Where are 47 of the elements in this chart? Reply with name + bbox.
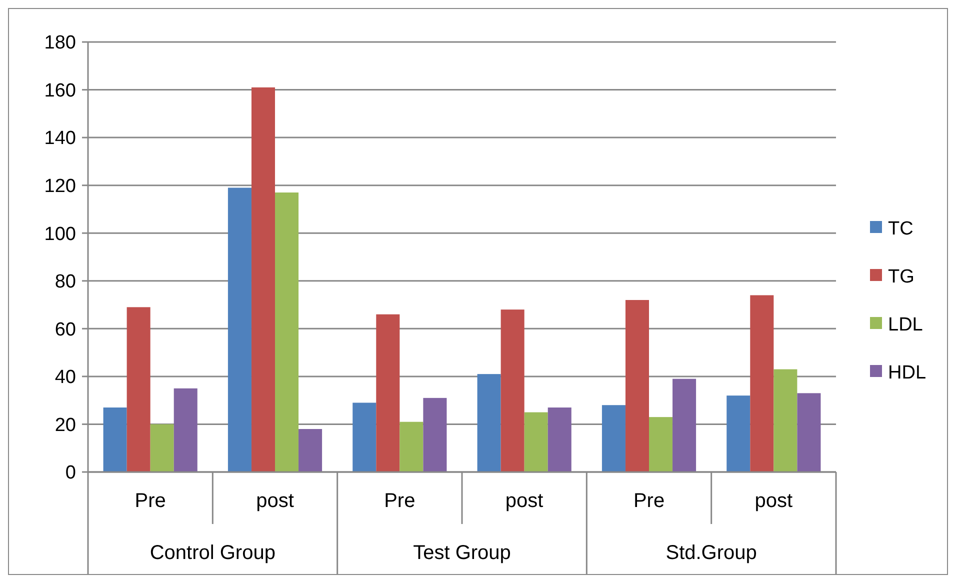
y-tick-label: 0	[65, 462, 76, 484]
bar	[103, 408, 127, 472]
bar	[672, 378, 696, 472]
x-tick-label: post	[505, 490, 544, 512]
bar	[524, 412, 548, 472]
bar	[649, 417, 673, 472]
x-tick-label: Pre	[633, 490, 665, 512]
text: Std.Group	[666, 542, 757, 564]
bar	[602, 405, 626, 472]
bar	[400, 422, 424, 472]
bar	[376, 314, 400, 472]
bar	[774, 369, 798, 472]
bar	[500, 310, 524, 472]
bar	[126, 307, 150, 472]
bar	[228, 188, 252, 472]
text: Control Group	[150, 542, 276, 564]
y-tick-label: 120	[44, 176, 76, 197]
x-tick-label: Pre	[134, 490, 166, 512]
bar	[352, 402, 376, 472]
bar	[797, 393, 821, 472]
y-tick-label: 80	[54, 272, 76, 293]
y-tick-label: 100	[44, 224, 76, 245]
bar	[174, 388, 198, 472]
y-tick-label: 140	[44, 128, 76, 150]
bar	[251, 87, 275, 472]
bar	[423, 398, 447, 472]
legend-label: TC	[888, 218, 914, 240]
x-tick-label: post	[754, 490, 794, 512]
y-tick-label: 20	[54, 414, 76, 436]
legend-label: TG	[888, 266, 914, 288]
y-tick-label: 60	[54, 319, 76, 340]
bar	[726, 396, 750, 472]
y-tick-label: 40	[54, 367, 76, 388]
text: Test Group	[413, 542, 511, 564]
x-tick-label: Pre	[384, 490, 416, 512]
bar	[625, 300, 649, 472]
legend-label: HDL	[888, 362, 926, 384]
bar	[477, 374, 501, 472]
x-tick-label: post	[256, 490, 294, 512]
y-tick-label: 180	[44, 32, 76, 54]
y-tick-label: 160	[44, 80, 76, 102]
bar	[298, 429, 322, 472]
bar	[275, 192, 299, 472]
legend-label: LDL	[888, 314, 923, 336]
bar	[150, 424, 174, 472]
bar	[750, 295, 774, 472]
bar	[548, 408, 572, 472]
